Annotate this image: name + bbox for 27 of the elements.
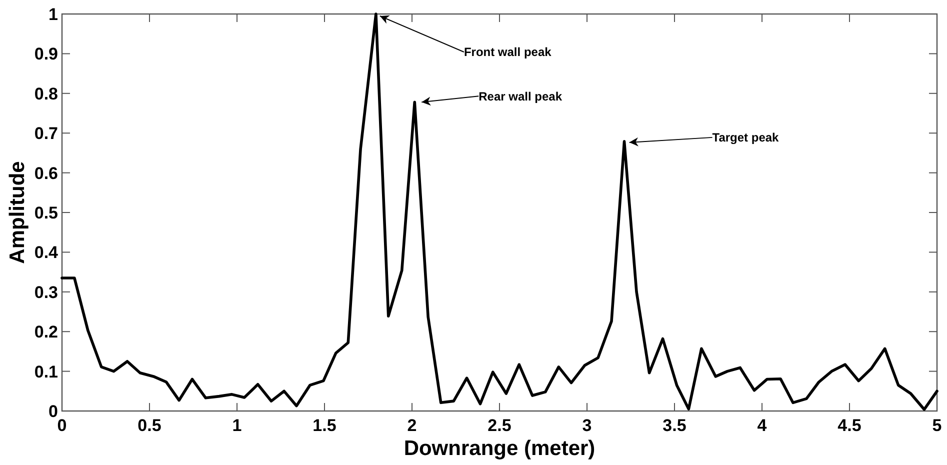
y-tick-label: 0.6	[34, 164, 58, 183]
y-tick-label: 0.4	[34, 243, 59, 262]
annotation: Front wall peak	[464, 45, 552, 60]
y-tick-label: 1	[48, 4, 58, 24]
x-tick-label: 4.5	[838, 416, 862, 435]
line-series	[60, 12, 938, 411]
y-tick-label: 0.7	[34, 124, 58, 144]
x-tick-label: 3	[582, 416, 592, 435]
x-axis-title: Downrange (meter)	[404, 437, 596, 460]
x-tick-label: 3.5	[662, 416, 686, 435]
x-tick-label: 2	[407, 416, 417, 435]
annotation: Target peak	[712, 130, 780, 145]
y-tick-label: 0.1	[34, 362, 58, 382]
x-tick-label: 1.5	[312, 416, 336, 435]
x-tick-label: 1	[232, 416, 242, 435]
y-tick-label: 0.9	[34, 44, 58, 64]
x-tick-label: 4	[757, 416, 768, 435]
y-tick-label: 0.3	[34, 282, 58, 302]
x-tick-label: 0.5	[138, 416, 162, 435]
y-tick-label: 0.5	[34, 203, 58, 222]
x-tick-label: 2.5	[488, 416, 512, 435]
x-tick-label: 5	[932, 416, 942, 435]
y-tick-label: 0.2	[34, 322, 58, 342]
y-axis-title: Amplitude	[6, 161, 29, 264]
y-tick-label: 0	[48, 402, 58, 421]
y-tick-label: 0.8	[34, 84, 58, 104]
annotation: Rear wall peak	[478, 89, 562, 104]
